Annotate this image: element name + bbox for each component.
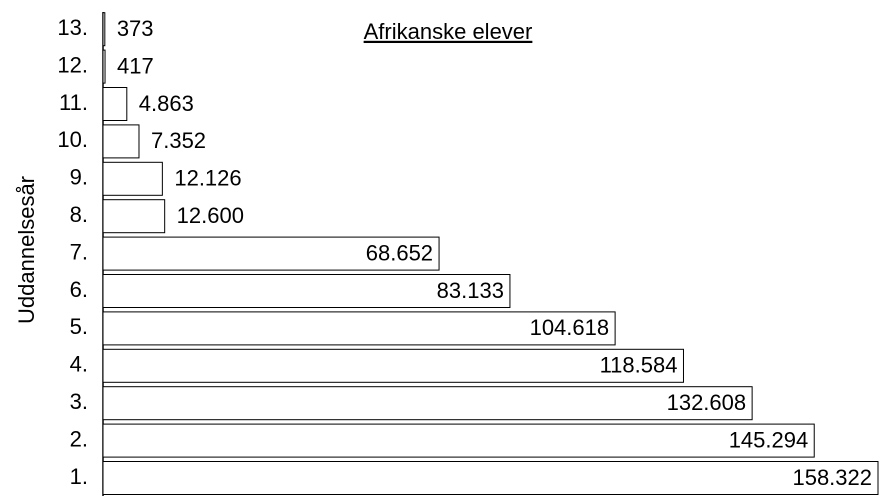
data-label: 373 [117,16,154,41]
bar [102,199,166,234]
data-label: 68.652 [366,240,433,265]
data-label: 158.322 [792,465,872,490]
bar [102,124,140,159]
y-tick-label: 4. [70,352,88,377]
bar [102,348,684,383]
bar [102,161,163,196]
y-axis-label: Uddannelsesår [14,176,39,324]
data-label: 7.352 [151,128,206,153]
y-tick-label: 9. [70,165,88,190]
y-tick-label: 5. [70,314,88,339]
y-tick-label: 2. [70,426,88,451]
data-label: 12.126 [174,166,241,191]
data-label: 417 [117,53,154,78]
data-label: 118.584 [600,353,678,378]
bar [102,49,106,84]
bar [102,311,616,346]
data-label: 12.600 [177,203,244,228]
bar [102,461,879,495]
y-tick-label: 1. [70,464,88,489]
bar [102,274,511,308]
data-label: 104.618 [530,315,610,340]
bar [102,386,753,421]
y-tick-label: 7. [70,239,88,264]
bar [102,87,128,121]
y-tick-label: 11. [59,90,88,115]
data-label: 83.133 [437,278,504,303]
y-tick-label: 12. [57,52,88,77]
data-label: 4.863 [139,91,194,116]
data-label: 132.608 [667,390,747,415]
y-tick-label: 13. [57,15,88,40]
chart-title: Afrikanske elever [364,19,533,44]
y-tick-label: 8. [70,202,88,227]
y-tick-label: 10. [57,127,88,152]
bar [102,236,440,271]
bar [102,12,106,47]
bar [102,423,815,458]
y-tick-label: 3. [70,389,88,414]
y-tick-label: 6. [70,277,88,302]
data-label: 145.294 [729,427,809,452]
